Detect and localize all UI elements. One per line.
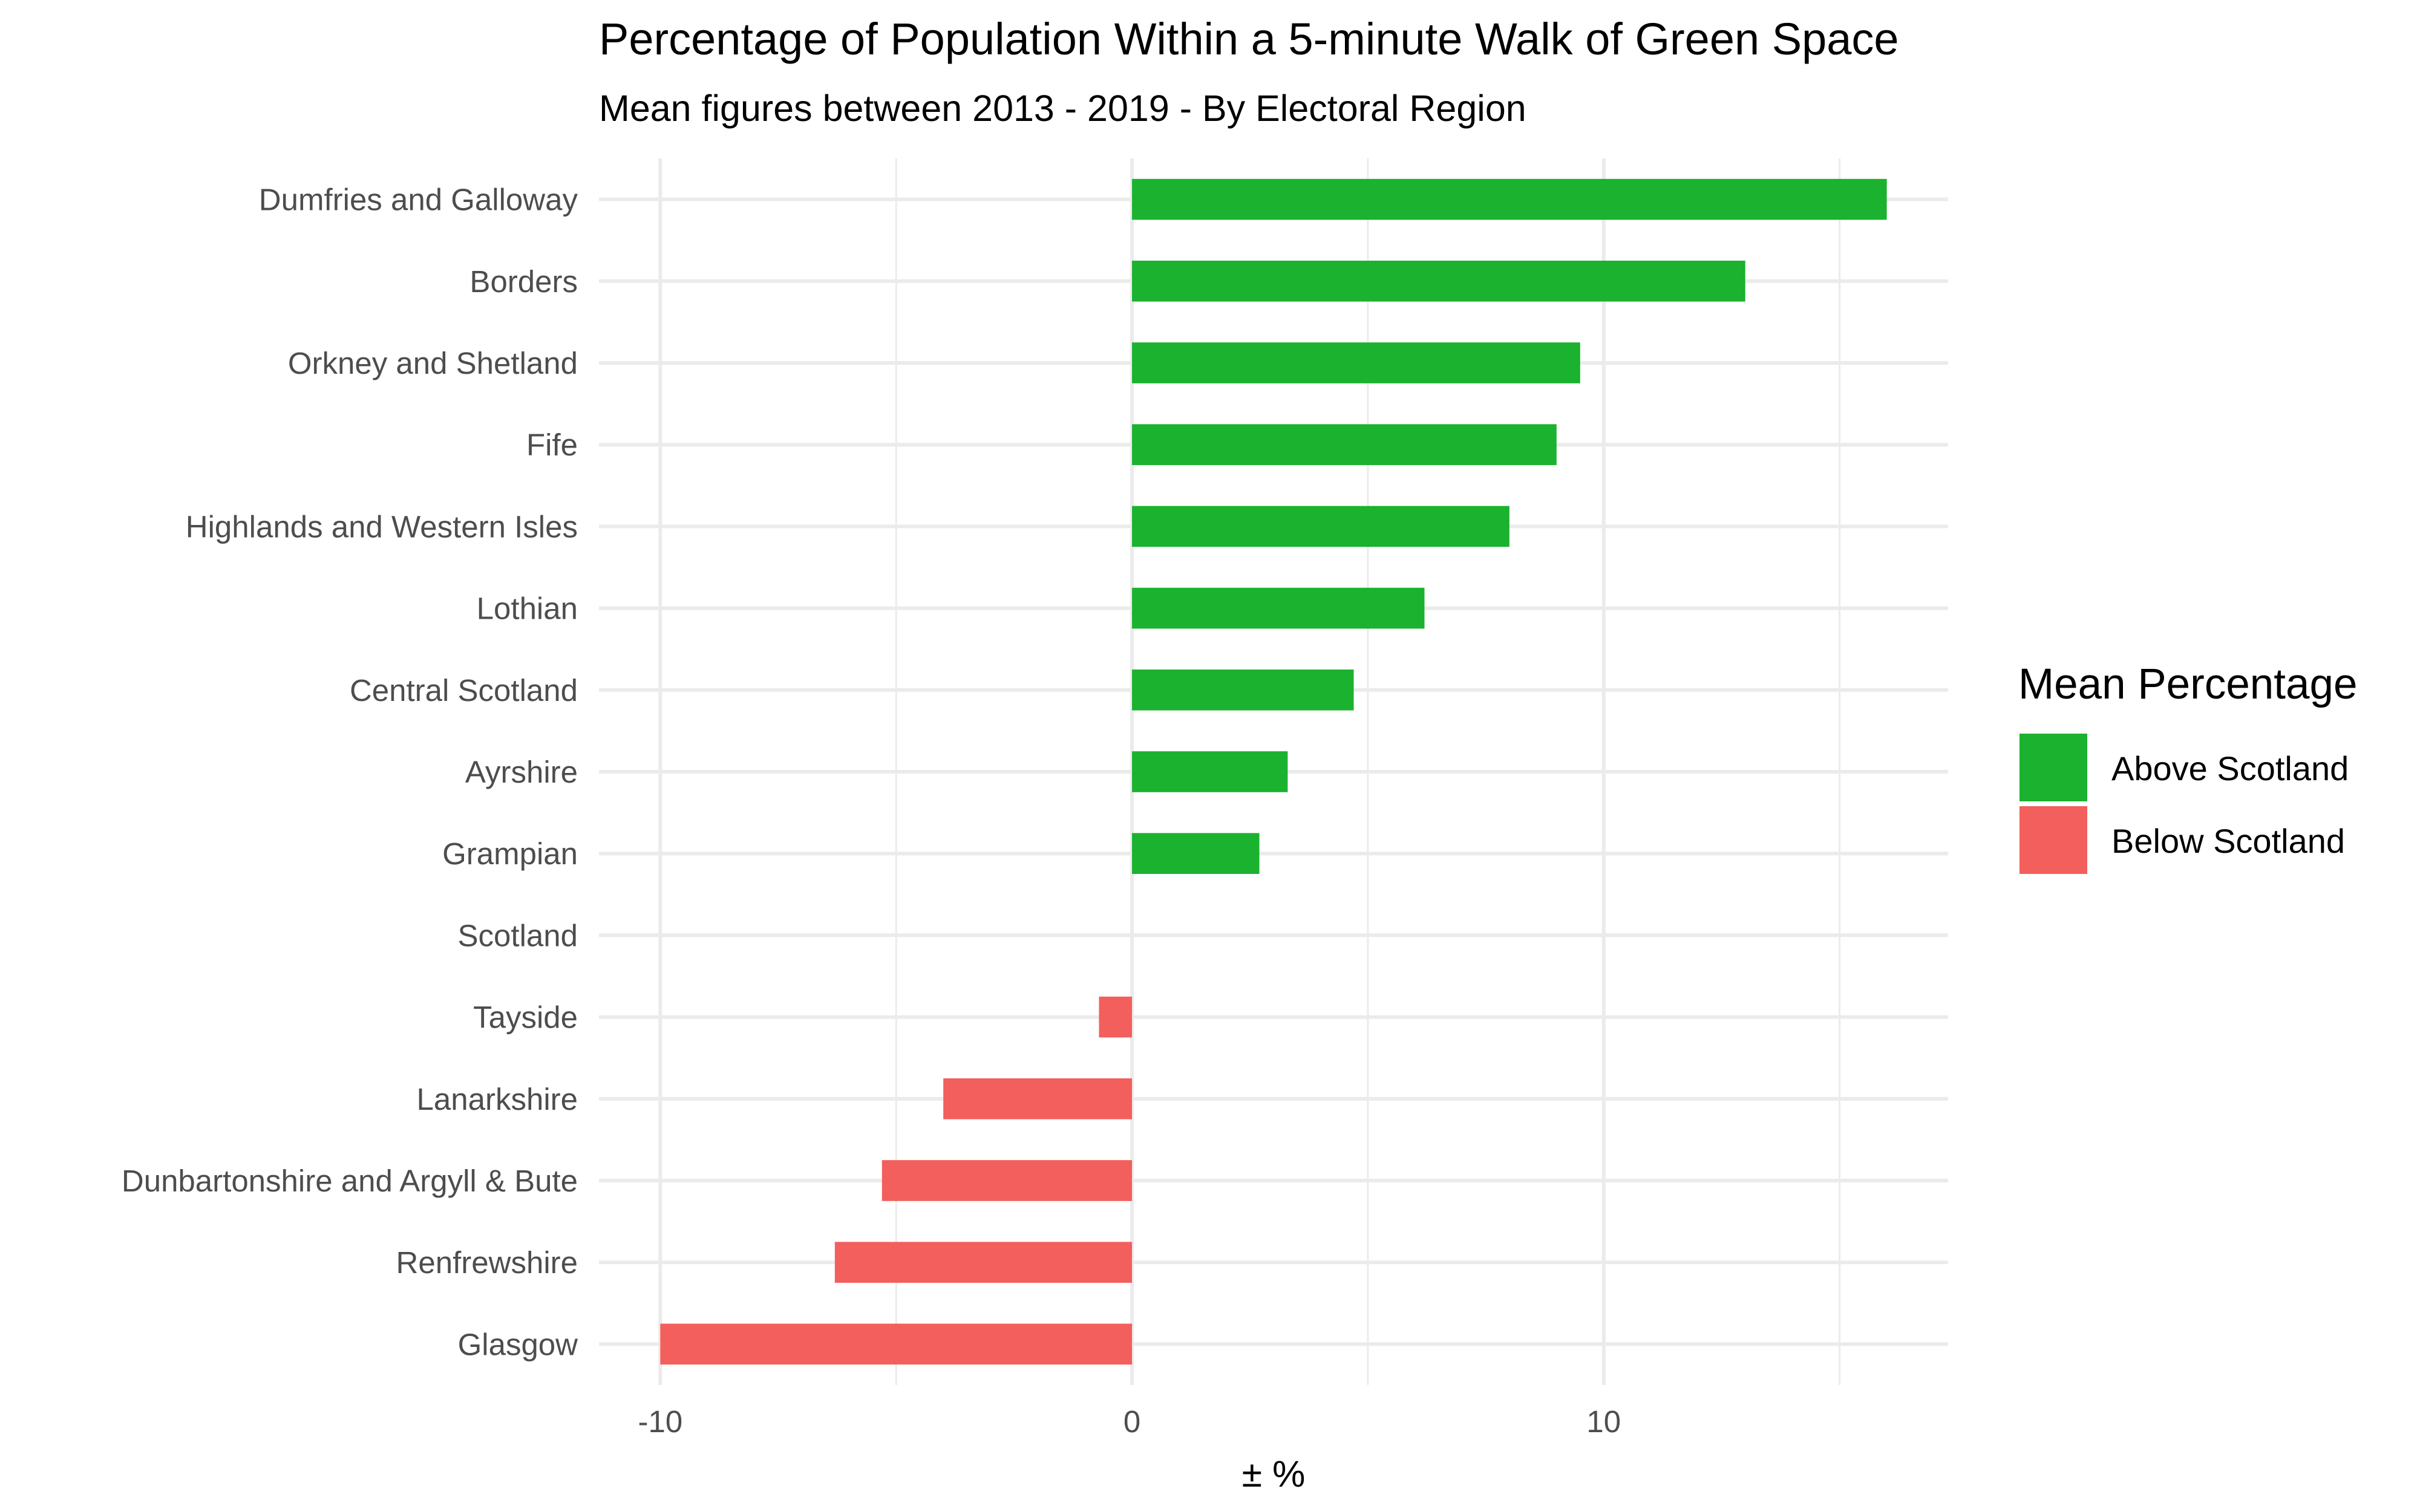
y-tick-label: Dumfries and Galloway — [259, 183, 578, 217]
bar-orkney-and-shetland — [1132, 342, 1580, 383]
bar-ayrshire — [1132, 751, 1288, 792]
y-tick-label: Grampian — [442, 836, 578, 871]
x-tick-label: 10 — [1586, 1404, 1621, 1439]
legend-swatch-below — [2019, 806, 2087, 874]
bar-lothian — [1132, 587, 1425, 629]
x-tick-labels: -10 0 10 — [638, 1404, 1621, 1439]
bar-grampian — [1132, 833, 1260, 874]
legend-title: Mean Percentage — [2018, 660, 2357, 708]
bar-fife — [1132, 424, 1557, 465]
legend: Mean Percentage Above Scotland Below Sco… — [2018, 660, 2357, 874]
chart-subtitle: Mean figures between 2013 - 2019 - By El… — [599, 88, 1526, 129]
y-tick-label: Scotland — [458, 918, 578, 953]
x-tick-label: 0 — [1123, 1404, 1140, 1439]
bar-lanarkshire — [943, 1078, 1133, 1119]
y-tick-labels: Dumfries and Galloway Borders Orkney and S… — [122, 183, 578, 1362]
x-tick-label: -10 — [638, 1404, 683, 1439]
y-tick-label: Glasgow — [458, 1327, 578, 1361]
y-tick-label: Ayrshire — [465, 755, 578, 789]
legend-label-below: Below Scotland — [2111, 822, 2345, 860]
y-tick-label: Lanarkshire — [417, 1082, 578, 1116]
y-tick-label: Highlands and Western Isles — [186, 509, 578, 544]
bar-highlands-and-western-isles — [1132, 506, 1509, 547]
bar-renfrewshire — [834, 1242, 1133, 1283]
y-tick-label: Central Scotland — [350, 673, 578, 708]
y-tick-label: Borders — [469, 264, 578, 299]
legend-swatch-above — [2019, 734, 2087, 801]
y-tick-label: Fife — [526, 428, 578, 462]
bar-tayside — [1099, 996, 1133, 1038]
bar-dunbartonshire-and-argyll-and-bute — [881, 1160, 1133, 1201]
x-axis-label: ± % — [1242, 1453, 1306, 1494]
bar-dumfries-and-galloway — [1132, 178, 1887, 220]
y-tick-label: Dunbartonshire and Argyll & Bute — [122, 1164, 578, 1198]
legend-label-above: Above Scotland — [2111, 749, 2349, 787]
y-tick-label: Orkney and Shetland — [288, 346, 578, 380]
bar-borders — [1132, 261, 1745, 302]
bar-glasgow — [660, 1323, 1133, 1365]
bar-central-scotland — [1132, 670, 1354, 711]
y-tick-label: Lothian — [477, 591, 578, 626]
chart-title: Percentage of Population Within a 5-minu… — [599, 14, 1899, 64]
bar-layer — [660, 178, 1887, 1365]
y-tick-label: Renfrewshire — [396, 1245, 578, 1280]
y-tick-label: Tayside — [473, 1000, 578, 1035]
